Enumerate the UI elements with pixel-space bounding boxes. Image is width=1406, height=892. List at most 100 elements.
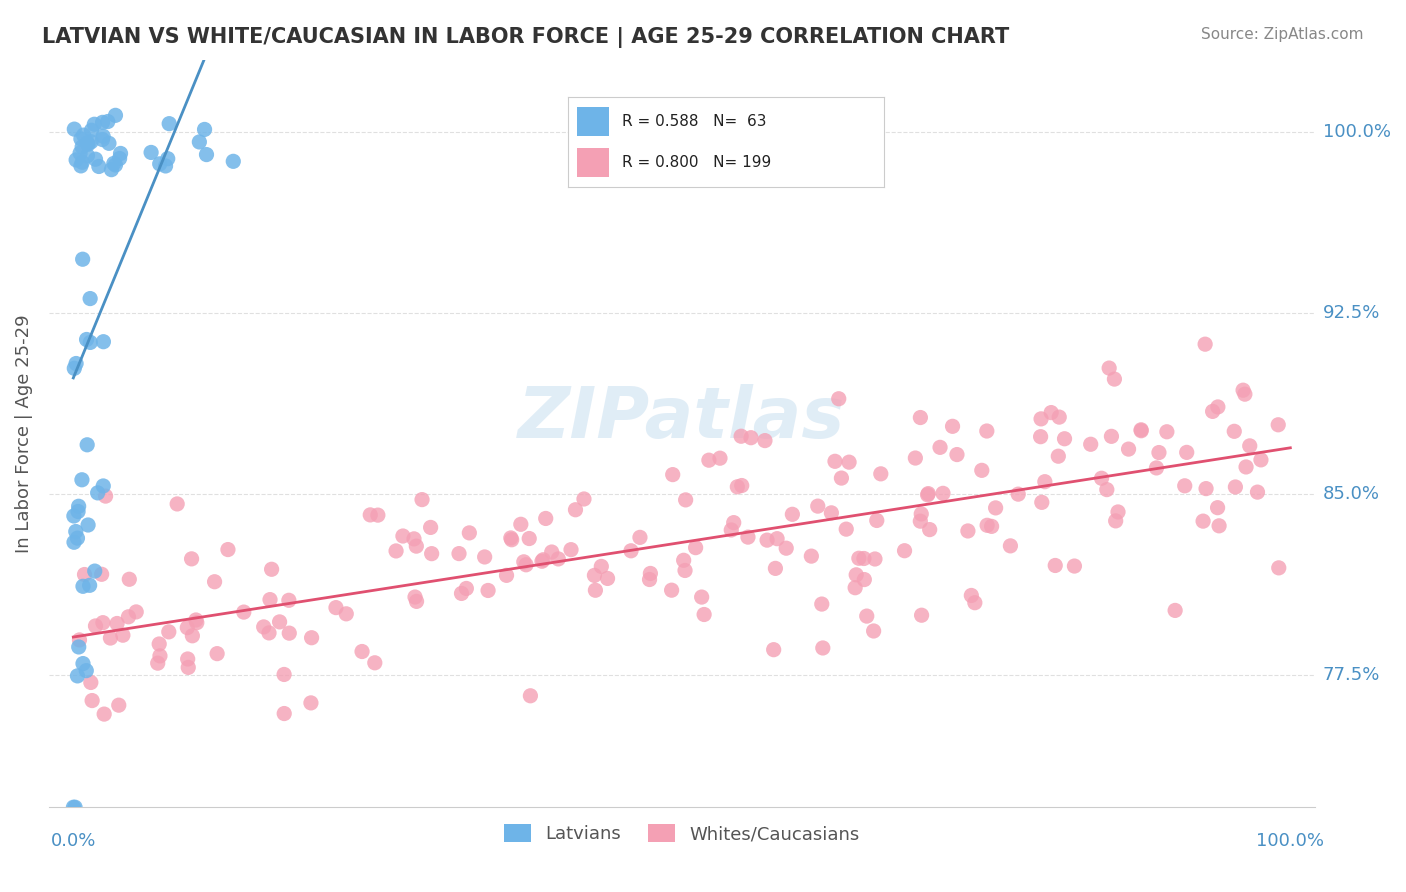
Point [1033, 475, 1056, 489]
Point [960, 589, 983, 603]
Point [672, 553, 695, 567]
Point [775, 541, 797, 556]
Point [1029, 430, 1052, 444]
Point [862, 624, 884, 638]
Point [1098, 361, 1121, 376]
Point [156, 152, 179, 166]
Point [63, 508, 86, 523]
Point [100, 162, 122, 177]
Point [855, 609, 877, 624]
Point [93, 334, 115, 349]
Point [217, 542, 239, 557]
Point [104, 108, 127, 122]
Point [956, 524, 979, 538]
Point [73, 567, 96, 582]
Point [731, 478, 754, 492]
Point [517, 532, 540, 546]
Point [980, 519, 1002, 533]
Point [824, 454, 846, 468]
Point [335, 607, 357, 621]
Point [1192, 514, 1215, 528]
Point [103, 156, 125, 170]
Point [640, 566, 662, 581]
Point [970, 463, 993, 477]
Point [77, 137, 100, 152]
Point [90, 567, 112, 582]
Point [259, 592, 281, 607]
Point [904, 450, 927, 465]
Point [176, 621, 198, 635]
Point [359, 508, 381, 522]
Point [105, 616, 128, 631]
Point [139, 145, 162, 160]
Point [976, 424, 998, 438]
Point [253, 620, 276, 634]
Point [583, 583, 606, 598]
Point [638, 573, 661, 587]
Point [91, 615, 114, 630]
Point [257, 626, 280, 640]
Point [97, 136, 120, 151]
Point [1232, 383, 1254, 397]
Point [918, 523, 941, 537]
Point [83, 564, 105, 578]
Point [709, 451, 731, 466]
Point [148, 637, 170, 651]
Text: Source: ZipAtlas.com: Source: ZipAtlas.com [1201, 27, 1364, 42]
Point [1104, 372, 1126, 386]
Point [181, 629, 204, 643]
Point [534, 511, 557, 525]
Point [149, 648, 172, 663]
Point [77, 518, 100, 533]
Point [110, 146, 132, 161]
Point [405, 539, 427, 553]
Point [447, 547, 470, 561]
Point [725, 480, 748, 494]
Point [405, 594, 427, 608]
Point [723, 516, 745, 530]
Point [107, 698, 129, 713]
Point [845, 567, 868, 582]
Point [1080, 437, 1102, 451]
Point [1000, 539, 1022, 553]
Point [572, 491, 595, 506]
Point [76, 333, 98, 347]
Point [180, 552, 202, 566]
Point [364, 656, 387, 670]
Point [204, 574, 226, 589]
Point [65, 524, 87, 539]
Point [63, 122, 86, 136]
Point [499, 531, 522, 545]
Point [1268, 561, 1291, 575]
Point [766, 532, 789, 546]
Point [1246, 485, 1268, 500]
Point [946, 448, 969, 462]
Point [63, 361, 86, 376]
Point [67, 504, 90, 518]
Point [146, 656, 169, 670]
Point [1053, 432, 1076, 446]
Point [117, 609, 139, 624]
Point [1107, 505, 1129, 519]
Text: 92.5%: 92.5% [1323, 304, 1381, 322]
Point [80, 675, 103, 690]
Point [530, 554, 553, 568]
Point [910, 410, 932, 425]
Point [1007, 487, 1029, 501]
Point [929, 441, 952, 455]
Point [976, 518, 998, 533]
Point [83, 117, 105, 131]
Point [94, 489, 117, 503]
Point [932, 486, 955, 500]
Point [278, 626, 301, 640]
Point [910, 507, 932, 521]
Point [685, 541, 707, 555]
Point [70, 473, 93, 487]
Point [157, 624, 180, 639]
Point [675, 492, 697, 507]
Point [564, 502, 586, 516]
Point [869, 467, 891, 481]
Point [67, 640, 90, 654]
Point [84, 619, 107, 633]
Point [811, 640, 834, 655]
